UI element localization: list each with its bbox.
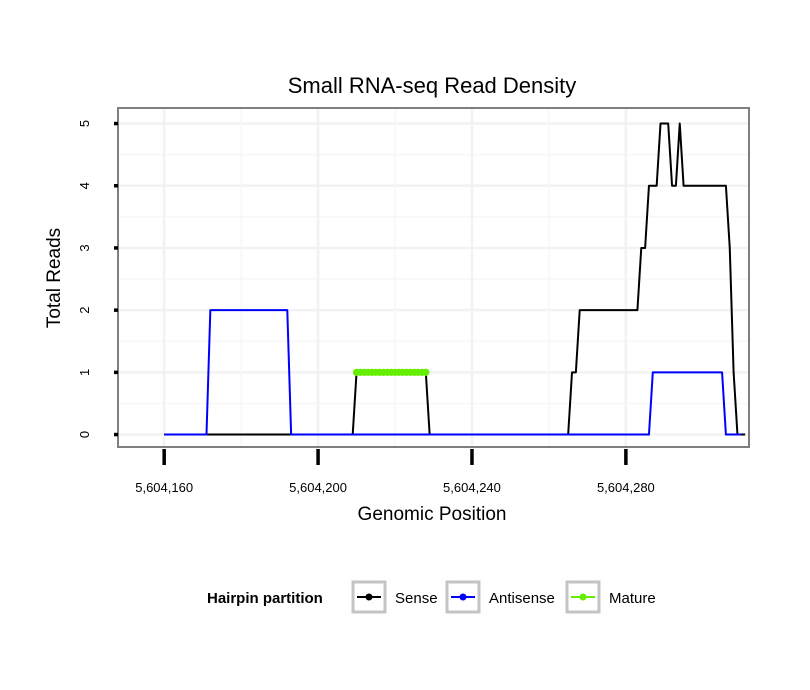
legend-item-sense: Sense	[351, 580, 438, 614]
legend-key-point	[579, 593, 587, 601]
x-tick-label: 5,604,280	[597, 480, 655, 495]
legend-title: Hairpin partition	[207, 590, 323, 607]
legend-items: Sense Antisense Mature	[351, 580, 656, 614]
y-tick-label: 0	[77, 431, 92, 438]
legend-label: Sense	[395, 590, 438, 607]
legend-item-mature: Mature	[565, 580, 656, 614]
x-tick-label: 5,604,240	[443, 480, 501, 495]
y-tick-label: 3	[77, 244, 92, 251]
legend: Hairpin partition Sense Antisense Mature	[207, 580, 656, 614]
legend-label: Mature	[609, 590, 656, 607]
x-tick-label: 5,604,200	[289, 480, 347, 495]
chart-title: Small RNA-seq Read Density	[288, 73, 577, 98]
y-tick-label: 4	[77, 182, 92, 189]
legend-key-point	[459, 593, 467, 601]
y-axis: 0 1 2 3 4 5	[77, 120, 118, 438]
legend-key-point	[365, 593, 373, 601]
y-tick-label: 2	[77, 307, 92, 314]
x-axis: 5,604,160 5,604,200 5,604,240 5,604,280	[135, 449, 655, 495]
x-tick-label: 5,604,160	[135, 480, 193, 495]
y-tick-label: 5	[77, 120, 92, 127]
series-layer	[164, 122, 746, 436]
x-axis-title: Genomic Position	[358, 504, 507, 525]
plot-panel-border	[117, 107, 750, 448]
series-point-mature	[422, 368, 430, 376]
legend-item-antisense: Antisense	[445, 580, 555, 614]
y-tick-label: 1	[77, 369, 92, 376]
y-axis-title: Total Reads	[44, 228, 65, 328]
grid-lines	[118, 108, 749, 447]
series-line-antisense	[164, 309, 742, 436]
legend-label: Antisense	[489, 590, 555, 607]
